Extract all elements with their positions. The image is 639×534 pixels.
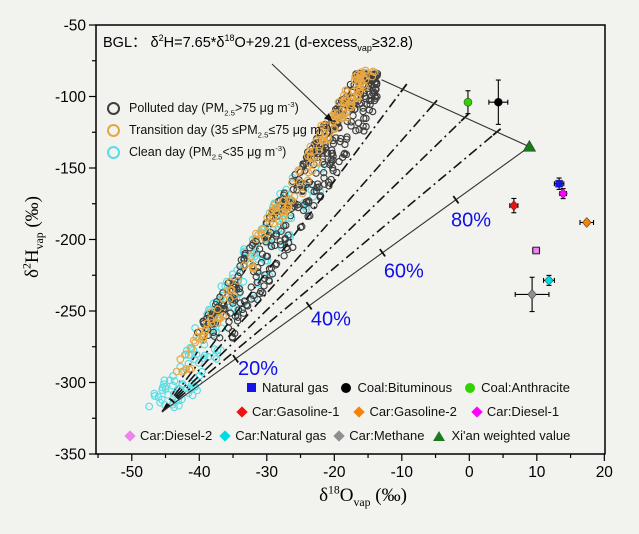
x-tick-label: -40 [188, 464, 211, 481]
bgl-dashdot-line [161, 66, 365, 413]
y-tick-label: -100 [55, 89, 86, 106]
point-coal-bituminous [488, 79, 509, 125]
legend-label: Xi'an weighted value [451, 428, 571, 443]
point-car-gasoline-2 [579, 216, 595, 229]
legend-item-car-diesel-1: Car:Diesel-1 [471, 404, 560, 419]
legend-label: Car:Natural gas [235, 428, 327, 443]
y-tick-label: -200 [55, 232, 86, 249]
y-tick-label: -50 [64, 18, 87, 35]
day-legend: Polluted day (PM2.5>75 μg m-3) Transitio… [107, 97, 332, 163]
legend-label: Car:Diesel-1 [486, 404, 560, 419]
fraction-label-40%: 40% [311, 308, 351, 330]
upper-line-tick [400, 83, 408, 93]
car-diesel-2-swatch-icon [124, 429, 136, 442]
legend-label: Natural gas [262, 380, 329, 395]
fraction-label-60%: 60% [384, 260, 424, 282]
fraction-ticks [232, 195, 460, 363]
legend-item-car-natural-gas: Car:Natural gas [219, 428, 327, 443]
transition-day-swatch-icon [107, 123, 120, 137]
point-car-diesel-1 [558, 188, 568, 200]
fraction-label-80%: 80% [451, 209, 491, 231]
legend-label: Car:Gasoline-1 [252, 404, 340, 419]
x-tick-label: 0 [465, 464, 474, 481]
bgl-equation: BGL： δ2H=7.65*δ18O+29.21 (d-excessvap≥32… [103, 33, 413, 53]
coal-anthracite-swatch-icon [465, 382, 476, 393]
day-legend-item-transition: Transition day (35 ≤PM2.5≤75 μg m-3) [107, 119, 332, 141]
car-methane-swatch-icon [333, 429, 345, 442]
point-natural-gas [553, 177, 565, 190]
x-axis-title: δ18Ovap (‰) [319, 483, 407, 509]
x-tick-label: 10 [528, 464, 546, 481]
source-legend-row-2: Car:Gasoline-1 Car:Gasoline-2 Car:Diesel… [236, 404, 560, 419]
legend-label: Coal:Bituminous [357, 380, 453, 395]
point-car-methane [514, 276, 550, 313]
car-diesel-1-swatch-icon [471, 405, 483, 418]
arrowhead-icon [324, 113, 333, 122]
point-car-diesel-2 [532, 246, 541, 255]
car-gasoline-2-swatch-icon [353, 405, 366, 418]
natural-gas-swatch-icon [247, 383, 256, 392]
source-legend-row-3: Car:Diesel-2 Car:Natural gas Car:Methane… [124, 428, 570, 443]
x-tick-label: -30 [256, 464, 279, 481]
axis-ticks [89, 24, 605, 461]
point-car-gasoline-1 [509, 197, 519, 214]
day-legend-label: Transition day (35 ≤PM2.5≤75 μg m-3) [129, 121, 332, 140]
legend-label: Coal:Anthracite [481, 380, 571, 395]
legend-item-car-gasoline-1: Car:Gasoline-1 [236, 404, 340, 419]
point-car-natural-gas [543, 274, 555, 286]
y-tick-label: -250 [55, 304, 86, 321]
y-tick-label: -150 [55, 161, 86, 178]
y-axis-title: δ2Hvap (‰) [20, 196, 46, 278]
legend-label: Car:Diesel-2 [140, 428, 213, 443]
x-tick-labels: -50 -40 -30 -20 -10 0 10 20 [121, 464, 614, 481]
point-xi-an-weighted-value [522, 139, 537, 152]
legend-label: Car:Gasoline-2 [369, 404, 457, 419]
xian-weighted-value-swatch-icon [433, 430, 446, 441]
car-natural-gas-swatch-icon [219, 429, 231, 442]
annotation-arrow [271, 63, 333, 122]
mixing-fan-dashdot-lines [161, 83, 502, 413]
legend-item-car-diesel-2: Car:Diesel-2 [124, 428, 213, 443]
clean-day-swatch-icon [107, 145, 120, 159]
x-tick-label: 20 [596, 464, 614, 481]
day-legend-item-polluted: Polluted day (PM2.5>75 μg m-3) [107, 97, 332, 119]
legend-item-coal-bituminous: Coal:Bituminous [341, 380, 452, 395]
y-tick-label: -350 [55, 447, 86, 464]
day-legend-label: Clean day (PM2.5<35 μg m-3) [129, 143, 287, 162]
source-legend-row-1: Natural gas Coal:Bituminous Coal:Anthrac… [247, 380, 570, 395]
lower-mixing-line [161, 146, 530, 413]
day-legend-item-clean: Clean day (PM2.5<35 μg m-3) [107, 141, 332, 163]
car-gasoline-1-swatch-icon [236, 405, 248, 418]
legend-item-car-methane: Car:Methane [333, 428, 425, 443]
upper-boundary-line [381, 79, 530, 148]
fraction-label-20%: 20% [238, 358, 278, 380]
source-points [463, 79, 595, 313]
x-tick-label: -20 [323, 464, 346, 481]
y-tick-label: -300 [55, 375, 86, 392]
x-tick-label: -50 [121, 464, 144, 481]
legend-item-xian-weighted-value: Xi'an weighted value [433, 428, 570, 443]
legend-item-car-gasoline-2: Car:Gasoline-2 [353, 404, 457, 419]
point-coal-anthracite [463, 90, 473, 115]
coal-bituminous-swatch-icon [341, 382, 352, 393]
cloud-transition-day [172, 66, 379, 376]
upper-line-tick [429, 99, 438, 109]
legend-item-natural-gas: Natural gas [247, 380, 328, 395]
legend-label: Car:Methane [349, 428, 425, 443]
day-legend-label: Polluted day (PM2.5>75 μg m-3) [129, 99, 299, 118]
polluted-day-swatch-icon [107, 101, 120, 115]
x-tick-label: -10 [391, 464, 414, 481]
fraction-labels: 20% 40% 60% 80% [238, 209, 491, 380]
legend-item-coal-anthracite: Coal:Anthracite [465, 380, 570, 395]
y-tick-labels: -50 -100 -150 -200 -250 -300 -350 [55, 18, 86, 464]
